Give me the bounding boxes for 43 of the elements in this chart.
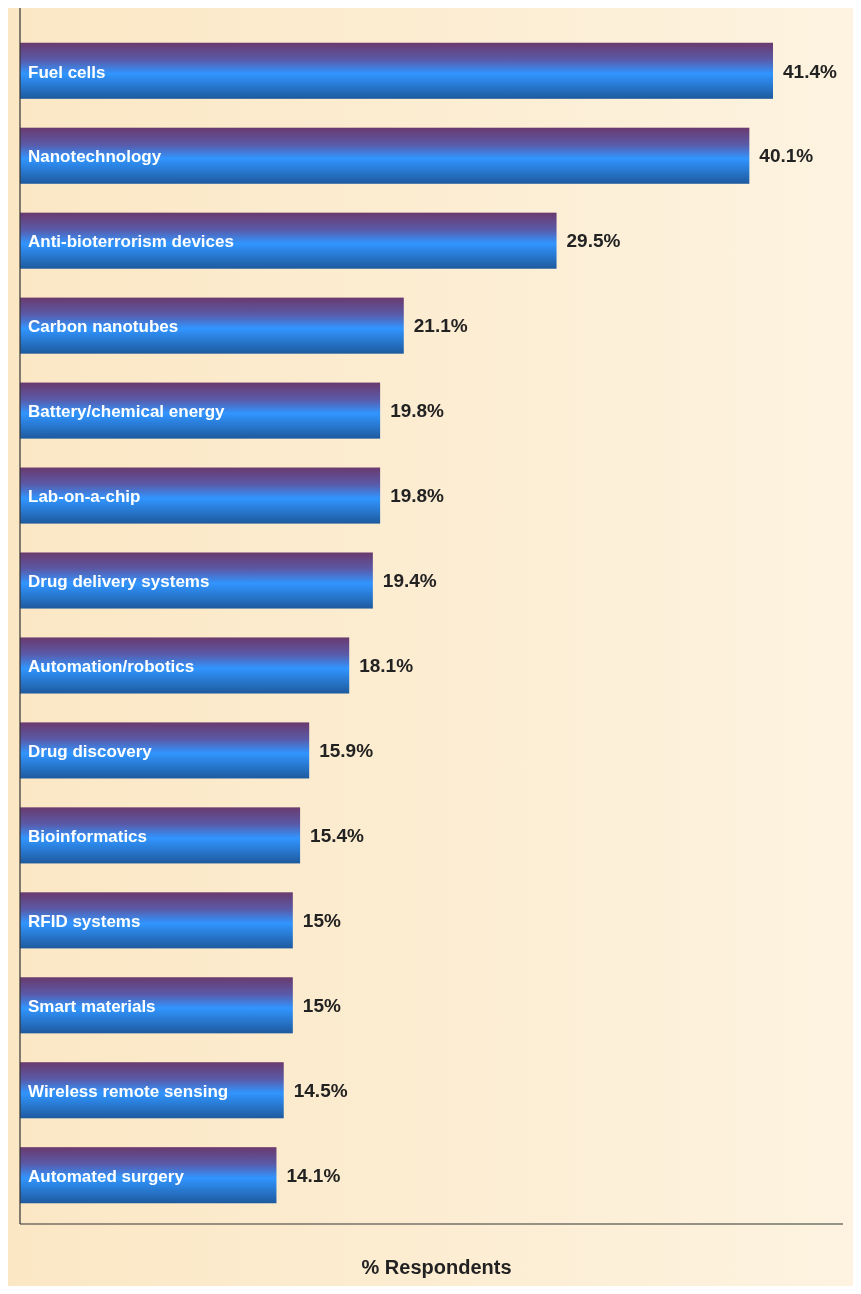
y-tick-label: Anti-bioterrorism devices (28, 232, 234, 252)
x-axis-title: % Respondents (361, 1256, 512, 1278)
bar (20, 297, 404, 354)
y-tick-label: Automated surgery (28, 1166, 185, 1186)
data-label: 14.1% (286, 1164, 341, 1186)
bar (20, 382, 381, 439)
bar (20, 892, 293, 949)
bar (20, 722, 310, 779)
bar (20, 1147, 277, 1204)
y-tick-label: Nanotechnology (28, 147, 162, 167)
y-tick-label: Wireless remote sensing (28, 1081, 229, 1101)
bar (20, 212, 557, 269)
bar (20, 807, 301, 864)
y-tick-label: Fuel cells (28, 62, 106, 82)
data-label: 19.8% (390, 485, 445, 507)
bar (20, 977, 293, 1034)
bar (20, 467, 381, 524)
y-tick-label: Smart materials (28, 997, 156, 1017)
data-label: 19.8% (390, 400, 445, 422)
bar (20, 127, 750, 184)
bar (20, 637, 350, 694)
y-tick-label: Automation/robotics (28, 657, 195, 677)
data-label: 18.1% (359, 655, 414, 677)
data-label: 29.5% (566, 230, 621, 252)
data-label: 40.1% (759, 145, 814, 167)
bar (20, 552, 373, 609)
bar (20, 1062, 284, 1119)
y-tick-label: RFID systems (28, 912, 141, 932)
data-label: 41.4% (783, 60, 837, 82)
y-tick-label: Drug discovery (28, 742, 153, 762)
data-label: 14.5% (293, 1079, 348, 1101)
data-label: 19.4% (382, 570, 437, 592)
bar (20, 42, 773, 99)
data-label: 15% (302, 995, 341, 1017)
y-tick-label: Carbon nanotubes (28, 317, 179, 337)
data-label: 15% (302, 910, 341, 932)
y-tick-label: Drug delivery systems (28, 572, 210, 592)
data-label: 15.4% (310, 825, 365, 847)
data-label: 21.1% (413, 315, 468, 337)
y-tick-label: Lab-on-a-chip (28, 487, 141, 507)
y-tick-label: Battery/chemical energy (28, 402, 226, 422)
y-tick-label: Bioinformatics (28, 827, 148, 847)
data-label: 15.9% (319, 740, 374, 762)
